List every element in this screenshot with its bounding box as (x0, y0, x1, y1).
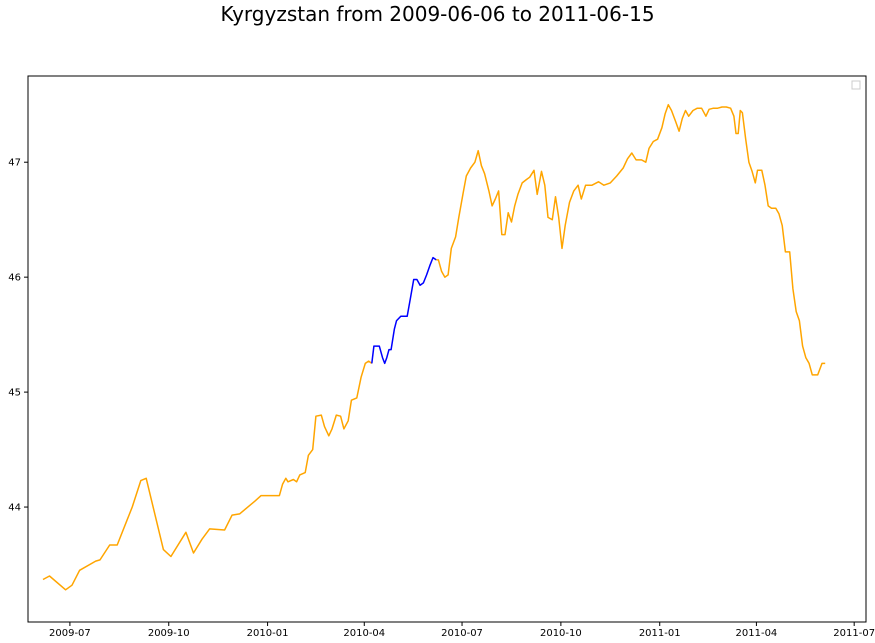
x-tick-label: 2009-07 (49, 628, 91, 639)
series-line-1 (42, 360, 373, 591)
x-tick-label: 2010-01 (247, 628, 289, 639)
series-line-3 (436, 103, 826, 376)
plot-area (27, 75, 867, 623)
x-axis: 2009-07 2009-10 2010-01 2010-04 2010-07 2010-… (49, 622, 875, 639)
x-tick-label: 2009-10 (148, 628, 190, 639)
y-tick-label: 46 (8, 273, 21, 284)
y-tick-label: 47 (8, 158, 21, 169)
y-axis: 44 45 46 47 (8, 158, 28, 514)
x-tick-label: 2011-01 (639, 628, 681, 639)
series-lines (42, 103, 826, 591)
x-tick-label: 2011-04 (736, 628, 778, 639)
x-tick-label: 2010-07 (441, 628, 483, 639)
y-tick-label: 45 (8, 388, 21, 399)
x-tick-label: 2011-07 (833, 628, 875, 639)
y-tick-label: 44 (8, 503, 21, 514)
series-line-2 (371, 256, 437, 365)
chart-title: Kyrgyzstan from 2009-06-06 to 2011-06-15 (220, 2, 655, 26)
x-tick-label: 2010-10 (540, 628, 582, 639)
legend-box (851, 80, 861, 90)
x-tick-label: 2010-04 (343, 628, 385, 639)
